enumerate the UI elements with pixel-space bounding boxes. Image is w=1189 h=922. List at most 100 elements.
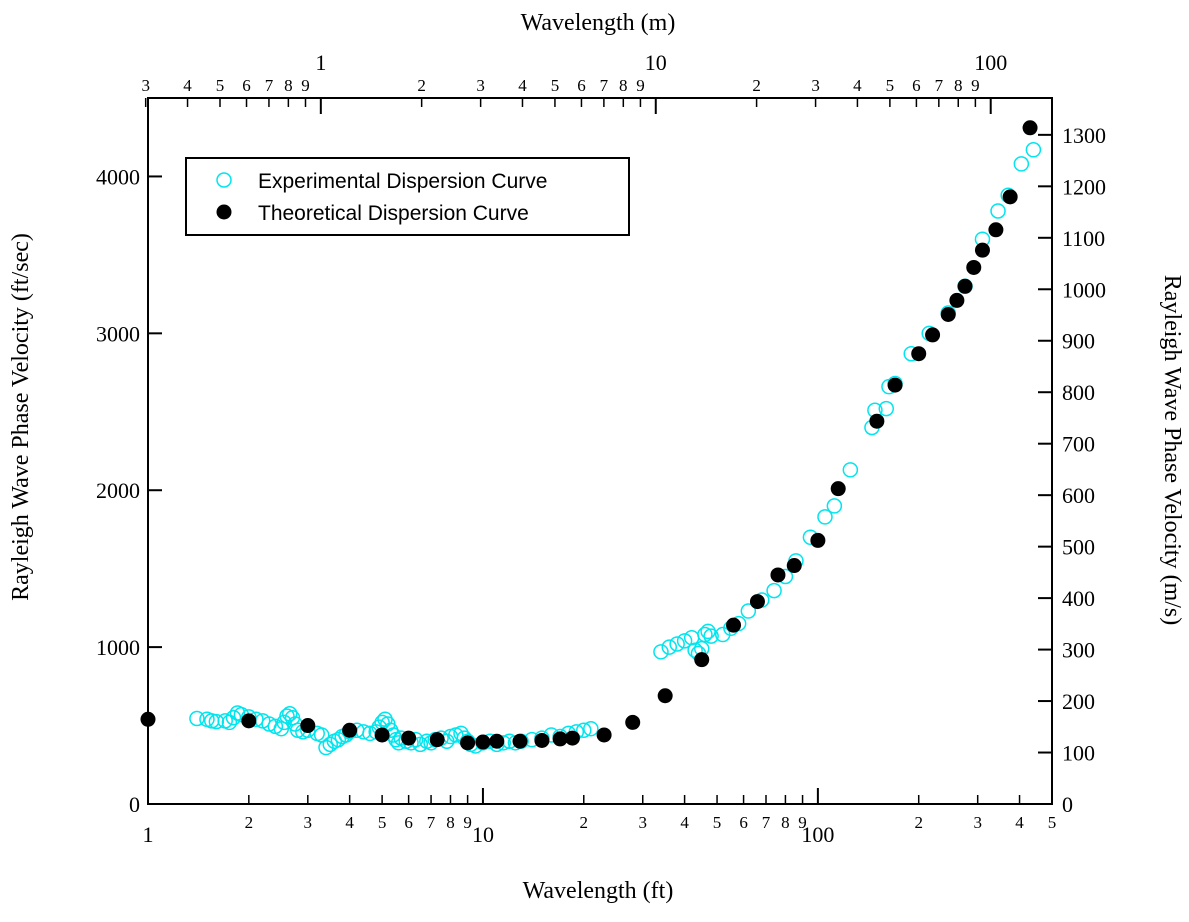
legend-marker-experimental (216, 172, 232, 188)
theoretical-point (657, 688, 673, 704)
theoretical-point (300, 718, 316, 734)
top-minor-tick-label: 3 (141, 76, 150, 95)
right-axis-title: Rayleigh Wave Phase Velocity (m/s) (1159, 275, 1185, 625)
experimental-point (676, 633, 693, 649)
theoretical-point (749, 594, 765, 610)
right-tick-label: 100 (1062, 741, 1095, 766)
bottom-minor-tick-label: 4 (1015, 813, 1024, 832)
theoretical-point (564, 730, 580, 746)
experimental-point (189, 710, 205, 727)
right-tick-label: 700 (1062, 432, 1095, 457)
theoretical-point (429, 732, 445, 748)
bottom-minor-tick-label: 6 (739, 813, 748, 832)
experimental-point (208, 713, 225, 730)
bottom-minor-tick-label: 5 (713, 813, 722, 832)
top-minor-tick-label: 6 (912, 76, 921, 95)
experimental-point (669, 636, 685, 652)
left-tick-label: 0 (129, 792, 140, 817)
top-minor-tick-label: 5 (216, 76, 225, 95)
theoretical-point (830, 481, 846, 497)
theoretical-point (988, 222, 1004, 238)
experimental-point (221, 714, 238, 731)
theoretical-point (534, 732, 550, 748)
bottom-minor-tick-label: 5 (378, 813, 387, 832)
theoretical-point (770, 567, 786, 583)
theoretical-point (810, 532, 826, 548)
theoretical-point (241, 713, 257, 729)
experimental-point (878, 400, 895, 417)
experimental-point (1025, 142, 1042, 158)
bottom-minor-tick-label: 4 (345, 813, 354, 832)
theoretical-point (974, 242, 990, 258)
right-tick-label: 1000 (1062, 277, 1106, 302)
bottom-minor-tick-label: 2 (580, 813, 589, 832)
right-tick-label: 800 (1062, 380, 1095, 405)
top-minor-tick-label: 9 (301, 76, 310, 95)
bottom-minor-tick-label: 2 (914, 813, 923, 832)
bottom-minor-tick-label: 7 (427, 813, 436, 832)
theoretical-point (726, 617, 742, 633)
right-tick-label: 300 (1062, 638, 1095, 663)
legend-marker-theoretical (216, 204, 232, 220)
experimental-point (766, 582, 782, 599)
legend-label-theoretical: Theoretical Dispersion Curve (258, 202, 529, 225)
bottom-minor-tick-label: 3 (973, 813, 982, 832)
top-minor-tick-label: 8 (619, 76, 628, 95)
experimental-point (990, 203, 1006, 219)
top-minor-tick-label: 5 (886, 76, 895, 95)
legend: Experimental Dispersion Curve Theoretica… (185, 157, 630, 236)
right-tick-label: 1200 (1062, 174, 1106, 199)
left-tick-label: 1000 (96, 635, 140, 660)
top-minor-tick-label: 7 (935, 76, 944, 95)
top-axis-title: Wavelength (m) (521, 10, 676, 36)
right-tick-label: 400 (1062, 586, 1095, 611)
bottom-minor-tick-label: 2 (245, 813, 254, 832)
bottom-minor-tick-label: 7 (762, 813, 771, 832)
top-minor-tick-label: 7 (265, 76, 274, 95)
bottom-minor-tick-label: 9 (463, 813, 472, 832)
top-minor-tick-label: 7 (600, 76, 609, 95)
data-points-layer (140, 120, 1042, 756)
left-tick-label: 4000 (96, 164, 140, 189)
top-minor-tick-label: 9 (971, 76, 980, 95)
theoretical-point (475, 734, 491, 750)
bottom-minor-tick-label: 3 (304, 813, 313, 832)
theoretical-point (1022, 120, 1038, 136)
right-tick-label: 1300 (1062, 123, 1106, 148)
experimental-point (576, 722, 592, 739)
top-minor-tick-label: 8 (954, 76, 963, 95)
bottom-tick-label: 1 (143, 822, 154, 847)
experimental-point (661, 639, 678, 655)
experimental-point (225, 709, 242, 726)
experimental-point (583, 720, 599, 737)
theoretical-point (552, 731, 568, 747)
bottom-minor-tick-label: 5 (1048, 813, 1057, 832)
right-tick-label: 0 (1062, 792, 1073, 817)
bottom-minor-tick-label: 9 (798, 813, 807, 832)
theoretical-point (925, 327, 941, 343)
left-axis-title: Rayleigh Wave Phase Velocity (ft/sec) (8, 233, 34, 601)
bottom-minor-tick-label: 6 (404, 813, 413, 832)
left-tick-label: 2000 (96, 478, 140, 503)
experimental-point (653, 644, 669, 660)
legend-label-experimental: Experimental Dispersion Curve (258, 170, 547, 193)
experimental-point (817, 509, 833, 525)
experimental-point (826, 498, 843, 514)
theoretical-point (957, 278, 973, 294)
experimental-point (740, 603, 757, 619)
top-minor-tick-label: 3 (476, 76, 485, 95)
bottom-axis-title: Wavelength (ft) (523, 878, 674, 904)
experimental-point (700, 623, 716, 640)
bottom-minor-tick-label: 8 (781, 813, 790, 832)
top-minor-tick-label: 4 (853, 76, 862, 95)
right-tick-label: 900 (1062, 329, 1095, 354)
theoretical-point (786, 558, 802, 574)
plot-frame (147, 97, 1053, 805)
bottom-minor-tick-label: 4 (680, 813, 689, 832)
bottom-tick-label: 10 (472, 822, 494, 847)
left-tick-label: 3000 (96, 321, 140, 346)
theoretical-point (342, 722, 358, 738)
right-tick-label: 600 (1062, 483, 1095, 508)
